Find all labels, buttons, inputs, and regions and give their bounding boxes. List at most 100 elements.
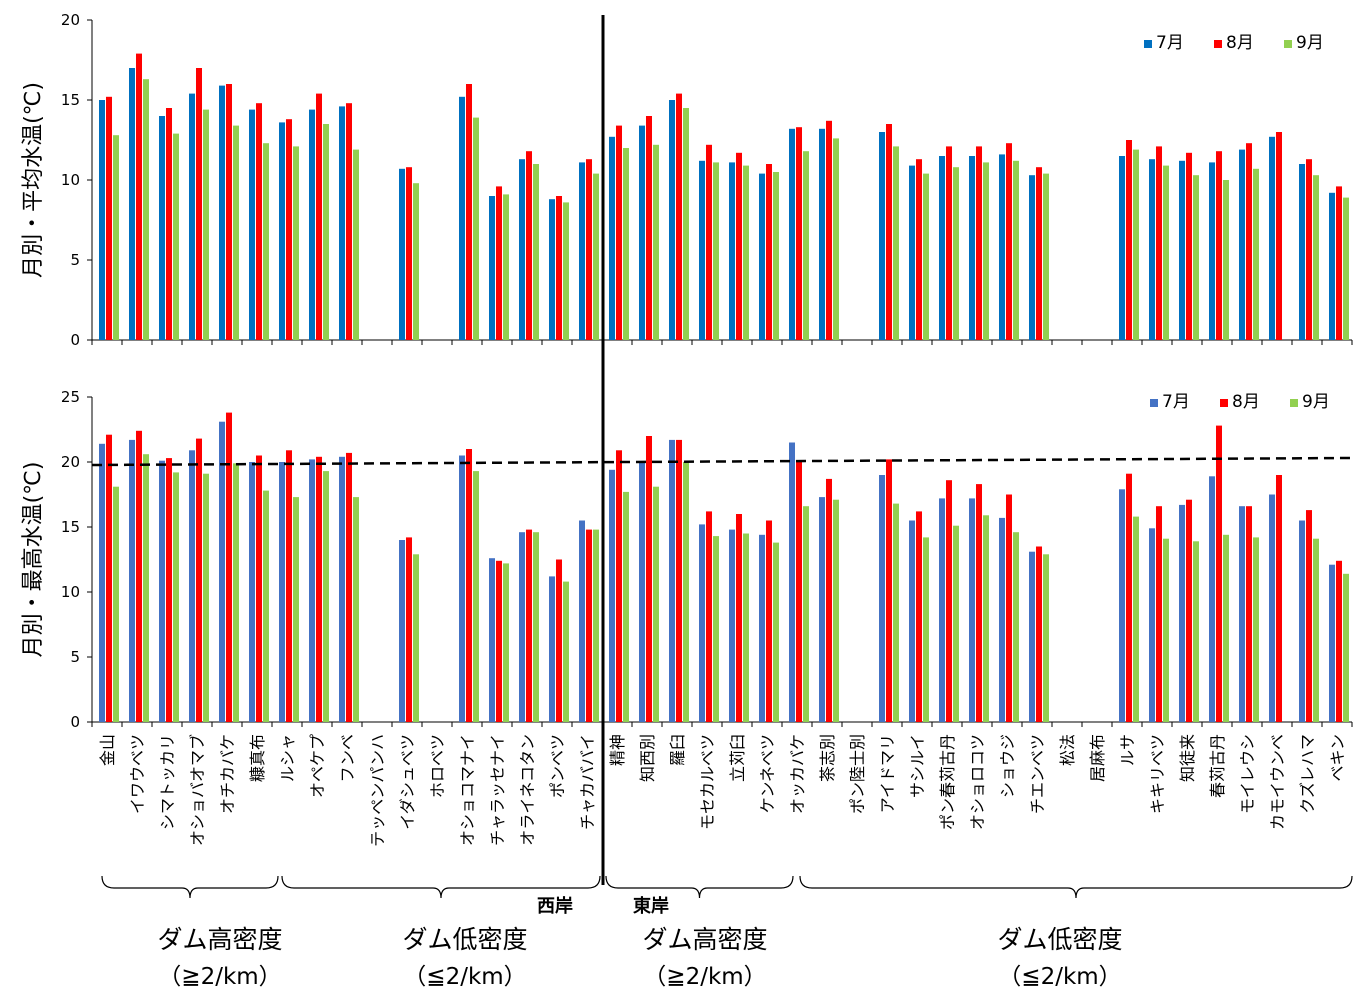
mean-bar-8m	[1036, 167, 1042, 340]
max-bar-7m	[1329, 564, 1335, 722]
y-tick-label: 10	[61, 583, 80, 601]
group-brace	[101, 875, 279, 899]
max-bar-7m	[609, 469, 615, 722]
max-bar-9m	[803, 506, 809, 722]
mean-bar-7m	[759, 173, 765, 340]
max-bar-8m	[826, 478, 832, 722]
max-bar-7m	[669, 439, 675, 722]
max-bar-8m	[526, 529, 532, 722]
mean-bar-9m	[323, 124, 329, 340]
max-bar-9m	[173, 472, 179, 722]
max-bar-7m	[1299, 520, 1305, 722]
max-bar-8m	[706, 511, 712, 722]
max-bar-8m	[1156, 506, 1162, 722]
mean-bar-8m	[256, 103, 262, 340]
y-tick-label: 10	[61, 171, 80, 189]
max-bar-9m	[1313, 538, 1319, 722]
mean-bar-8m	[916, 159, 922, 340]
mean-bar-7m	[519, 159, 525, 340]
max-bar-7m	[1119, 489, 1125, 722]
mean-bar-8m	[1006, 143, 1012, 340]
max-bar-9m	[1253, 537, 1259, 722]
max-bar-7m	[879, 475, 885, 722]
y-tick-label: 15	[61, 518, 80, 536]
max-bar-7m	[189, 450, 195, 722]
category-label: オショコマナイ	[458, 734, 477, 846]
y-tick-label: 15	[61, 91, 80, 109]
max-bar-9m	[773, 542, 779, 722]
mean-bar-7m	[249, 109, 255, 340]
mean-bar-9m	[413, 183, 419, 340]
category-label: ポン陸士別	[848, 734, 867, 814]
category-label: ベキン	[1328, 734, 1347, 782]
group-braces	[101, 875, 1353, 899]
mean-bar-9m	[593, 173, 599, 340]
max-bar-9m	[1193, 541, 1199, 722]
max-bar-9m	[683, 462, 689, 722]
mean-bar-8m	[556, 196, 562, 340]
mean-bar-9m	[1313, 175, 1319, 340]
max-bar-7m	[699, 524, 705, 722]
y-tick-label: 20	[61, 11, 80, 29]
category-label: ケンネベツ	[758, 734, 777, 813]
mean-bar-7m	[459, 96, 465, 340]
category-label: オッカバケ	[788, 734, 807, 814]
mean-bar-8m	[1186, 152, 1192, 340]
mean-bar-8m	[676, 93, 682, 340]
max-bar-8m	[466, 449, 472, 722]
group-brace	[281, 875, 601, 899]
category-label: ホロベツ	[428, 734, 447, 798]
category-label: オチカバケ	[218, 734, 237, 814]
mean-bar-9m	[713, 162, 719, 340]
max-bar-7m	[219, 421, 225, 722]
max-bar-9m	[1343, 573, 1349, 722]
category-label: 糠真布	[248, 734, 267, 782]
max-bar-7m	[759, 534, 765, 722]
mean-bar-7m	[219, 85, 225, 340]
max-temperature-panel: 0 5 10 15 20 25 月別・最高水温(℃) 7月 8月 9月	[21, 388, 1353, 731]
legend-swatch	[1150, 399, 1158, 407]
max-bar-7m	[1149, 528, 1155, 722]
max-bar-7m	[99, 443, 105, 722]
mean-bar-7m	[1179, 160, 1185, 340]
mean-bar-7m	[999, 154, 1005, 340]
y-tick-label: 20	[61, 453, 80, 471]
mean-bar-7m	[909, 165, 915, 340]
max-bar-9m	[263, 490, 269, 722]
max-bar-7m	[789, 442, 795, 722]
west-coast-label: 西岸	[537, 895, 573, 917]
mean-bar-7m	[159, 116, 165, 340]
mean-bar-9m	[233, 125, 239, 340]
max-bar-9m	[743, 533, 749, 722]
max-bar-8m	[1186, 499, 1192, 722]
mean-bar-9m	[143, 79, 149, 340]
category-label: 金山	[98, 734, 117, 766]
category-label: オショロコツ	[968, 734, 987, 830]
mean-bar-8m	[1126, 140, 1132, 340]
category-label: サシルイ	[908, 734, 927, 798]
category-label: 春苅古丹	[1208, 734, 1227, 798]
group-brace	[605, 875, 794, 899]
max-bar-8m	[1126, 473, 1132, 722]
mean-bar-8m	[646, 116, 652, 340]
category-label: イワウベツ	[128, 734, 147, 814]
mean-bar-9m	[653, 144, 659, 340]
mean-bar-8m	[946, 146, 952, 340]
legend-label: 7月	[1156, 33, 1184, 53]
legend-swatch	[1284, 40, 1292, 48]
max-bar-7m	[909, 520, 915, 722]
mean-bar-7m	[639, 125, 645, 340]
max-bar-8m	[196, 438, 202, 722]
category-label: 松法	[1058, 734, 1077, 766]
group2-range: （≦2/km）	[403, 964, 526, 990]
category-label: ポンベツ	[548, 734, 567, 798]
max-bar-8m	[556, 559, 562, 722]
max-bar-8m	[136, 430, 142, 722]
mean-bar-9m	[773, 172, 779, 340]
max-bar-8m	[976, 484, 982, 722]
mean-bar-7m	[1329, 192, 1335, 340]
max-bar-9m	[653, 486, 659, 722]
category-label: モセカルベツ	[698, 734, 717, 830]
mean-bar-7m	[969, 156, 975, 340]
legend-label: 9月	[1302, 392, 1330, 412]
